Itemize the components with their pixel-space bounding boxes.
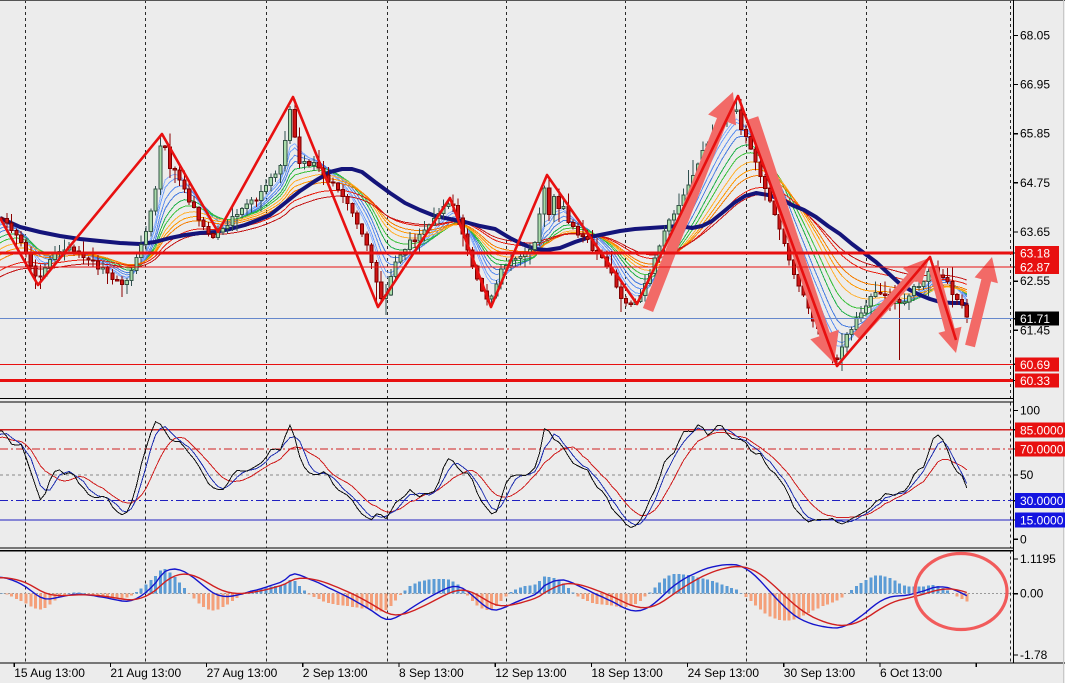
svg-text:15.0000: 15.0000: [1020, 513, 1064, 527]
svg-text:50: 50: [1020, 468, 1034, 482]
svg-text:18 Sep 13:00: 18 Sep 13:00: [591, 666, 663, 680]
svg-text:63.65: 63.65: [1020, 225, 1050, 239]
svg-text:66.95: 66.95: [1020, 78, 1050, 92]
svg-text:68.05: 68.05: [1020, 28, 1050, 42]
svg-text:2 Sep 13:00: 2 Sep 13:00: [303, 666, 368, 680]
svg-text:30 Sep 13:00: 30 Sep 13:00: [784, 666, 856, 680]
svg-text:30.0000: 30.0000: [1020, 494, 1064, 508]
svg-text:6 Oct 13:00: 6 Oct 13:00: [880, 666, 942, 680]
svg-text:85.0000: 85.0000: [1020, 423, 1064, 437]
svg-text:60.33: 60.33: [1020, 374, 1050, 388]
svg-text:24 Sep 13:00: 24 Sep 13:00: [688, 666, 760, 680]
svg-text:62.55: 62.55: [1020, 274, 1050, 288]
svg-text:12 Sep 13:00: 12 Sep 13:00: [495, 666, 567, 680]
svg-text:61.45: 61.45: [1020, 323, 1050, 337]
svg-text:15 Aug 13:00: 15 Aug 13:00: [14, 666, 85, 680]
svg-text:60.69: 60.69: [1020, 358, 1050, 372]
svg-text:65.85: 65.85: [1020, 127, 1050, 141]
svg-text:62.87: 62.87: [1020, 261, 1050, 275]
svg-text:1.1195: 1.1195: [1020, 552, 1056, 566]
svg-text:61.71: 61.71: [1020, 312, 1050, 326]
svg-text:70.0000: 70.0000: [1020, 443, 1064, 457]
svg-text:100: 100: [1020, 404, 1040, 418]
svg-text:21 Aug 13:00: 21 Aug 13:00: [110, 666, 181, 680]
svg-text:0.00: 0.00: [1020, 587, 1044, 601]
svg-text:8 Sep 13:00: 8 Sep 13:00: [399, 666, 464, 680]
svg-text:27 Aug 13:00: 27 Aug 13:00: [207, 666, 278, 680]
svg-text:-1.78: -1.78: [1020, 648, 1048, 662]
svg-text:63.18: 63.18: [1020, 247, 1050, 261]
svg-text:64.75: 64.75: [1020, 176, 1050, 190]
svg-text:0: 0: [1020, 532, 1027, 546]
